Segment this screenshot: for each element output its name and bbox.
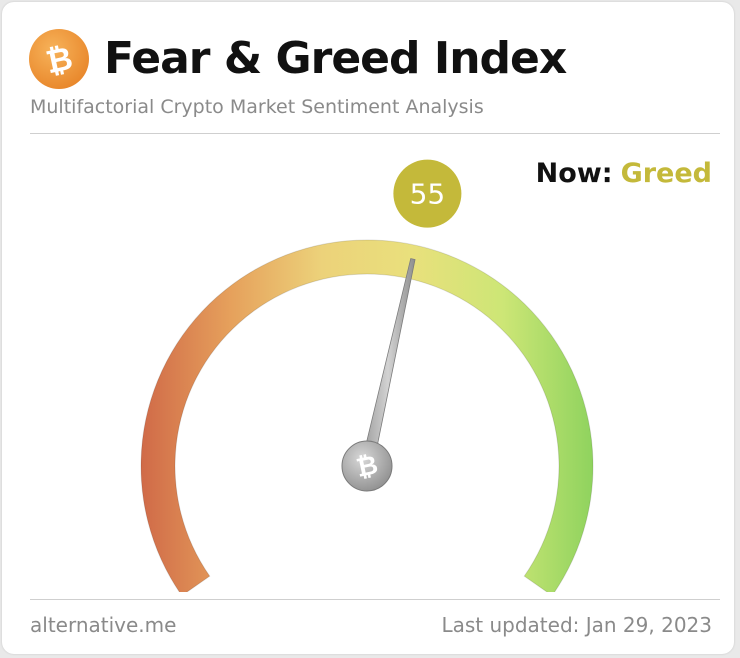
source-link[interactable]: alternative.me <box>30 613 177 637</box>
value-text: 55 <box>410 178 446 211</box>
bitcoin-icon: ₿ <box>29 29 89 89</box>
value-badge: 55 <box>393 159 462 228</box>
gauge-needle <box>360 258 416 468</box>
page-subtitle: Multifactorial Crypto Market Sentiment A… <box>30 96 484 118</box>
footer-divider <box>30 599 720 600</box>
gauge-hub: ₿ <box>341 440 393 492</box>
last-updated: Last updated: Jan 29, 2023 <box>441 613 712 637</box>
page-title: Fear & Greed Index <box>104 33 567 84</box>
gauge-arc <box>140 239 594 592</box>
sentiment-gauge: ₿ 55 <box>140 159 594 592</box>
classification-text: Greed <box>620 158 712 189</box>
now-label: Now: <box>535 158 613 189</box>
now-status: Now: Greed <box>536 158 712 189</box>
header-divider <box>30 133 720 134</box>
